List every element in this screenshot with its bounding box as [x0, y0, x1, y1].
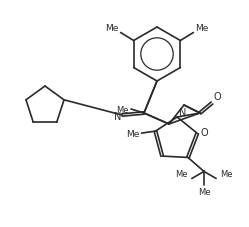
Text: Me: Me: [126, 129, 139, 138]
Text: O: O: [200, 128, 208, 138]
Text: Me: Me: [117, 105, 129, 114]
Text: Me: Me: [220, 169, 233, 178]
Text: Me: Me: [195, 23, 209, 32]
Text: N: N: [114, 111, 121, 121]
Text: O: O: [214, 92, 222, 101]
Text: Me: Me: [176, 169, 188, 178]
Text: N: N: [179, 108, 187, 118]
Text: Me: Me: [198, 188, 210, 197]
Text: Me: Me: [105, 23, 119, 32]
